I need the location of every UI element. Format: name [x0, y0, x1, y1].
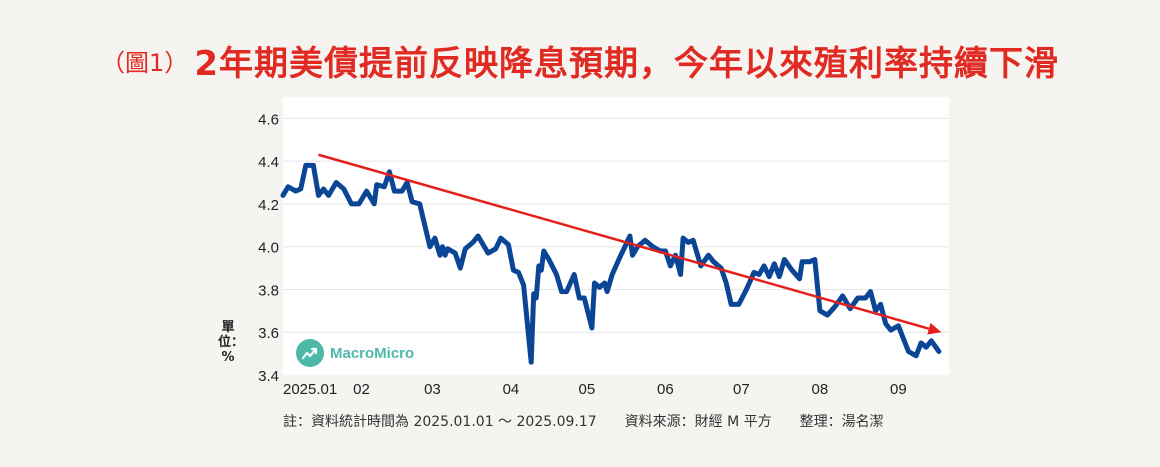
footnote: 註：資料統計時間為 2025.01.01 ～ 2025.09.17 資料來源：財經… — [283, 411, 912, 431]
macromicro-logo: MacroMicro — [296, 339, 414, 367]
figure-number: （圖1） — [101, 49, 189, 77]
x-tick-label: 08 — [812, 381, 829, 398]
annotation-layer — [318, 153, 942, 335]
y-tick-label: 3.8 — [258, 282, 279, 299]
series-layer — [280, 162, 942, 365]
trend-arrow-line — [318, 153, 930, 330]
grid-lines — [283, 117, 949, 333]
trend-arrow-head — [927, 322, 942, 335]
series-line — [280, 162, 942, 365]
y-tick-label: 4.6 — [258, 111, 279, 128]
y-tick-label: 4.0 — [258, 240, 279, 257]
y-axis-unit-label: 單位：% — [218, 320, 245, 365]
y-tick-label: 3.4 — [258, 368, 279, 385]
title-text: 2年期美債提前反映降息預期，今年以來殖利率持續下滑 — [194, 44, 1059, 84]
footnote-source: 資料來源：財經 M 平方 — [624, 414, 772, 430]
y-tick-label: 4.4 — [258, 154, 279, 171]
x-tick-label: 02 — [353, 381, 370, 398]
chart-title: （圖1） 2年期美債提前反映降息預期，今年以來殖利率持續下滑 — [0, 36, 1160, 85]
y-tick-label: 3.6 — [258, 325, 279, 342]
logo-text: MacroMicro — [330, 344, 415, 362]
footnote-period: 註：資料統計時間為 2025.01.01 ～ 2025.09.17 — [283, 414, 597, 430]
x-axis-ticks: 2025.01 02 03 04 05 06 07 08 09 — [283, 381, 907, 398]
x-tick-label: 03 — [424, 381, 441, 398]
chart-growth-icon — [296, 339, 324, 367]
x-tick-label: 07 — [733, 381, 750, 398]
x-tick-label: 05 — [579, 381, 596, 398]
x-tick-label: 2025.01 — [283, 381, 337, 398]
x-tick-label: 04 — [503, 381, 520, 398]
y-tick-label: 4.2 — [258, 197, 279, 214]
y-axis-ticks: 3.4 3.6 3.8 4.0 4.2 4.4 4.6 — [258, 111, 279, 385]
x-tick-label: 06 — [657, 381, 674, 398]
footnote-compiler: 整理：湯名潔 — [799, 414, 884, 430]
plot-area — [283, 97, 949, 375]
x-tick-label: 09 — [890, 381, 907, 398]
